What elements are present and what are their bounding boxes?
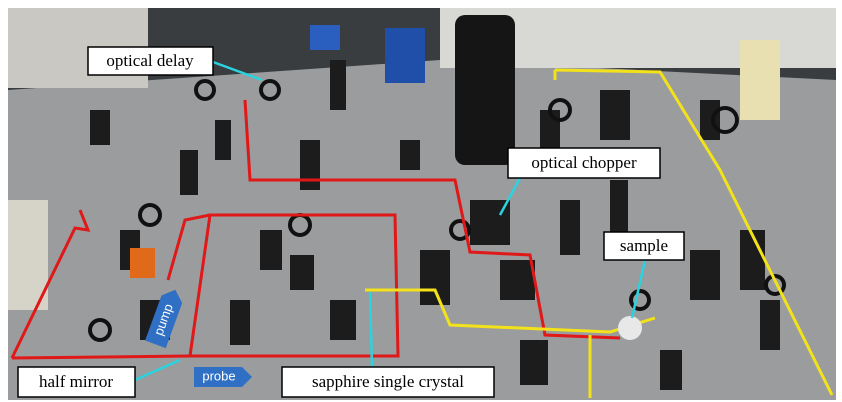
annotated-photo: optical delay optical chopper sample hal… — [0, 0, 842, 402]
label: sapphire single crystal — [312, 372, 464, 391]
blue-controller — [385, 28, 425, 83]
optical-component — [180, 150, 198, 195]
label: optical delay — [106, 51, 194, 70]
probe-tag: probe — [194, 367, 252, 387]
optical-component — [500, 260, 535, 300]
label: sample — [620, 236, 668, 255]
optical-component — [400, 140, 420, 170]
tag-text: probe — [202, 368, 235, 383]
sample-holder — [618, 316, 642, 340]
optical-component — [740, 230, 765, 290]
label: optical chopper — [531, 153, 637, 172]
warning-sign — [740, 40, 780, 120]
red-beam — [12, 356, 190, 358]
optical-component — [230, 300, 250, 345]
optical-component — [130, 248, 155, 278]
optical-component — [215, 120, 231, 160]
optical-component — [330, 60, 346, 110]
optical-component — [260, 230, 282, 270]
optical-component — [330, 300, 356, 340]
chopper-housing — [455, 15, 515, 165]
optical-component — [600, 90, 630, 140]
optical-component — [560, 200, 580, 255]
optical-component — [90, 110, 110, 145]
optical-component — [760, 300, 780, 350]
optical-component — [420, 250, 450, 305]
optical-component — [520, 340, 548, 385]
optical-component — [610, 180, 628, 240]
blue-controller — [310, 25, 340, 50]
page: optical delay optical chopper sample hal… — [0, 0, 842, 402]
optical-component — [300, 140, 320, 190]
optical-component — [290, 255, 314, 290]
optical-component — [700, 100, 720, 140]
optical-component — [690, 250, 720, 300]
label: half mirror — [39, 372, 113, 391]
optical-component — [660, 350, 682, 390]
